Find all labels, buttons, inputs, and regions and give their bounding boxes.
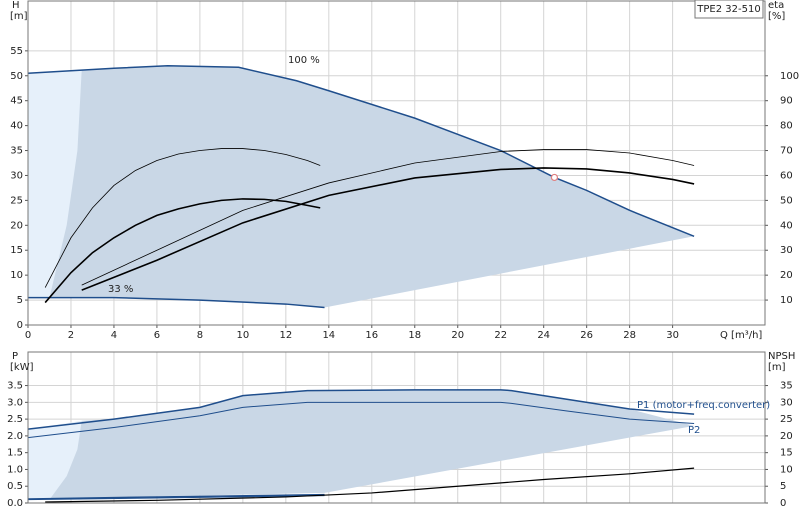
y-tick-label: 45 [10, 96, 23, 107]
y2-axis-unit: [m] [768, 362, 786, 373]
y-tick-label: 2.0 [7, 431, 23, 442]
y2-axis-label: NPSH [768, 351, 795, 362]
y-tick-label: 50 [10, 71, 23, 82]
y-tick-label: 35 [10, 146, 23, 157]
x-tick-label: 10 [237, 330, 250, 341]
y2-tick-label: 40 [780, 220, 793, 231]
x-tick-label: 2 [68, 330, 74, 341]
curve [44, 198, 321, 304]
y2-tick-label: 70 [780, 146, 793, 157]
curve [28, 296, 325, 309]
y-tick-label: 3.0 [7, 397, 23, 408]
y-tick-label: 30 [10, 170, 23, 181]
y2-tick-label: 30 [780, 245, 793, 256]
y-tick-label: 0.5 [7, 481, 23, 492]
x-tick-label: 20 [451, 330, 464, 341]
y2-tick-label: 60 [780, 170, 793, 181]
y2-tick-label: 90 [780, 96, 793, 107]
y-axis-label: P [12, 351, 18, 362]
y2-axis-label: eta [768, 0, 784, 11]
y2-tick-label: 15 [780, 448, 793, 459]
y2-tick-label: 20 [780, 270, 793, 281]
curve [45, 467, 695, 503]
curve [27, 389, 695, 430]
y2-tick-label: 35 [780, 381, 793, 392]
curve [27, 401, 695, 439]
y-tick-label: 2.5 [7, 414, 23, 425]
x-axis-label: Q [m³/h] [720, 330, 762, 341]
y2-tick-label: 50 [780, 195, 793, 206]
y2-tick-label: 30 [780, 397, 793, 408]
curve [27, 493, 325, 500]
y-tick-label: 0.0 [7, 498, 23, 509]
y-tick-label: 20 [10, 220, 23, 231]
y-tick-label: 55 [10, 46, 23, 57]
plot-border [27, 0, 766, 326]
plot-border [27, 351, 766, 504]
x-tick-label: 22 [494, 330, 507, 341]
y-axis-unit: [kW] [10, 362, 34, 373]
annotation: P1 (motor+freq.converter) [637, 400, 770, 411]
y2-tick-label: 25 [780, 414, 793, 425]
y-tick-label: 1.0 [7, 464, 23, 475]
curve [81, 167, 695, 291]
y-tick-label: 15 [10, 245, 23, 256]
y2-tick-label: 5 [780, 481, 786, 492]
x-tick-label: 24 [537, 330, 550, 341]
y-tick-label: 10 [10, 270, 23, 281]
y-axis-label: H [12, 0, 20, 11]
y-tick-label: 3.5 [7, 381, 23, 392]
x-tick-label: 30 [666, 330, 679, 341]
y-tick-label: 1.5 [7, 448, 23, 459]
x-tick-label: 4 [111, 330, 117, 341]
title-box [694, 0, 764, 19]
x-tick-label: 16 [365, 330, 378, 341]
y-tick-label: 25 [10, 195, 23, 206]
annotation: P2 [688, 425, 700, 436]
duty-point [550, 173, 559, 182]
y2-axis-unit: [%] [768, 11, 785, 22]
curve [27, 65, 695, 237]
y-tick-label: 5 [17, 295, 23, 306]
y2-tick-label: 20 [780, 431, 793, 442]
curve [44, 148, 321, 288]
annotation: 100 % [288, 55, 320, 66]
x-tick-label: 26 [580, 330, 593, 341]
y2-tick-label: 10 [780, 295, 793, 306]
x-tick-label: 28 [623, 330, 636, 341]
y2-tick-label: 10 [780, 464, 793, 475]
x-tick-label: 6 [154, 330, 160, 341]
x-tick-label: 0 [25, 330, 31, 341]
y-axis-unit: [m] [10, 11, 28, 22]
y-tick-label: 0 [17, 320, 23, 331]
y2-tick-label: 80 [780, 121, 793, 132]
y-tick-label: 40 [10, 121, 23, 132]
curve [27, 495, 325, 501]
y2-tick-label: 100 [780, 71, 799, 82]
curve [81, 149, 695, 286]
x-tick-label: 18 [408, 330, 421, 341]
x-tick-label: 12 [279, 330, 292, 341]
annotation: 33 % [108, 284, 133, 295]
chart-title: TPE2 32-510 [696, 4, 760, 15]
x-tick-label: 8 [197, 330, 203, 341]
x-tick-label: 14 [322, 330, 335, 341]
y2-tick-label: 0 [780, 498, 786, 509]
operating-area [49, 389, 695, 500]
